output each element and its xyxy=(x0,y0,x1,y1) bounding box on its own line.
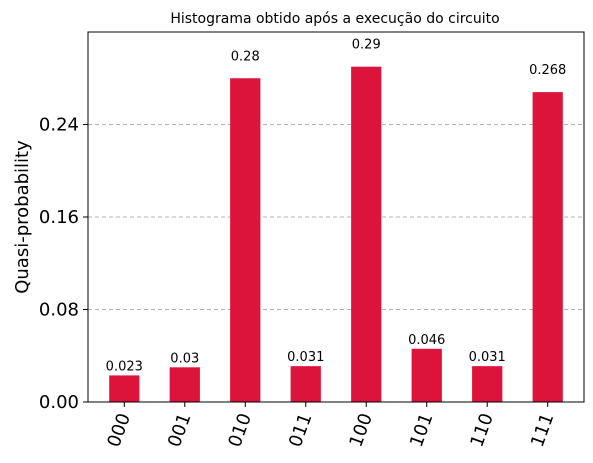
x-tick-label: 000 xyxy=(104,411,135,450)
x-axis-ticks: 000 001 010 011 100 101 110 111 xyxy=(104,402,558,450)
bar-011 xyxy=(290,366,321,402)
bar-110 xyxy=(472,366,503,402)
y-tick-label: 0.08 xyxy=(39,300,79,321)
x-tick-label: 110 xyxy=(466,411,497,450)
x-tick-label: 111 xyxy=(527,411,558,450)
bar-100 xyxy=(351,66,382,402)
data-label: 0.03 xyxy=(170,351,199,366)
x-tick-label: 011 xyxy=(285,411,316,450)
y-axis-label: Quasi-probability xyxy=(12,140,33,294)
data-label: 0.046 xyxy=(408,333,445,348)
plot-frame xyxy=(87,31,585,403)
bar-001 xyxy=(169,367,200,402)
chart-title: Histograma obtido após a execução do cir… xyxy=(170,11,499,27)
x-tick-label: 001 xyxy=(164,411,195,450)
bars xyxy=(109,66,563,402)
y-tick-label: 0.00 xyxy=(39,392,79,413)
bar-111 xyxy=(532,92,563,402)
bar-000 xyxy=(109,375,140,402)
bar-101 xyxy=(411,348,442,402)
data-label: 0.031 xyxy=(287,350,324,365)
x-tick-label: 100 xyxy=(345,411,376,450)
x-tick-label: 010 xyxy=(224,411,255,450)
data-labels: 0.023 0.03 0.28 0.031 0.29 0.046 0.031 0.268 xyxy=(106,38,567,375)
y-tick-label: 0.24 xyxy=(39,115,79,136)
data-label: 0.031 xyxy=(469,350,506,365)
data-label: 0.023 xyxy=(106,359,143,374)
data-label: 0.268 xyxy=(529,63,566,78)
grid-lines xyxy=(88,124,584,310)
data-label: 0.28 xyxy=(231,49,260,64)
x-tick-label: 101 xyxy=(406,411,437,450)
y-tick-label: 0.16 xyxy=(39,207,79,228)
y-axis-ticks: 0.00 0.08 0.16 0.24 xyxy=(39,115,88,413)
data-label: 0.29 xyxy=(352,38,381,53)
bar-010 xyxy=(230,78,261,402)
